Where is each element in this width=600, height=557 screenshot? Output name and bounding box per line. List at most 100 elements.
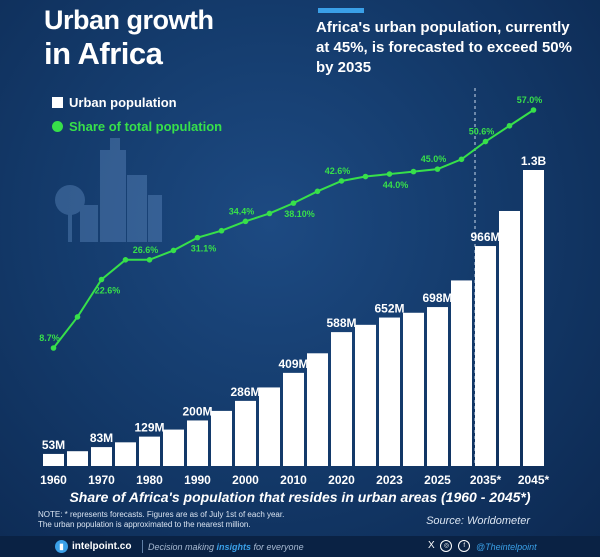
note-line-2: The urban population is approximated to … — [38, 520, 251, 529]
legend-share: Share of total population — [52, 119, 222, 134]
title-line-2: in Africa — [44, 36, 163, 71]
legend-population: Urban population — [52, 95, 177, 110]
population-data-label: 1.3B — [521, 154, 547, 168]
population-data-label: 409M — [278, 357, 308, 371]
footer-bar: ▮ intelpoint.co Decision making insights… — [0, 536, 600, 557]
population-bars — [43, 170, 544, 466]
share-point — [434, 166, 441, 172]
x-tick-label: 2020 — [328, 473, 355, 487]
share-series-points — [50, 107, 537, 351]
share-point — [74, 314, 81, 320]
share-point — [98, 276, 105, 283]
population-data-label: 286M — [230, 385, 260, 399]
share-data-label: 42.6% — [325, 166, 351, 176]
x-icon[interactable]: X — [428, 540, 435, 551]
x-tick-label: 2023 — [376, 473, 403, 487]
population-bar — [379, 317, 400, 466]
share-point — [410, 168, 417, 175]
population-bar — [283, 372, 304, 466]
share-point — [458, 156, 465, 163]
share-point — [122, 256, 129, 263]
share-point — [290, 200, 297, 206]
population-bar — [211, 410, 232, 466]
population-data-label: 129M — [134, 421, 164, 435]
share-data-label: 45.0% — [421, 154, 447, 164]
population-data-label: 200M — [182, 404, 212, 418]
share-point — [482, 138, 489, 145]
share-point — [506, 122, 513, 129]
note-line-1: NOTE: * represents forecasts. Figures ar… — [38, 510, 285, 519]
tagline-emphasis: insights — [216, 542, 252, 552]
share-data-label: 50.6% — [469, 127, 495, 137]
population-bar — [91, 447, 112, 466]
share-point — [218, 227, 225, 234]
population-bar — [427, 307, 448, 466]
share-point — [170, 247, 177, 254]
tagline-pre: Decision making — [148, 542, 217, 552]
population-data-label: 83M — [90, 431, 113, 445]
population-bar — [331, 332, 352, 466]
population-data-label: 53M — [42, 438, 65, 452]
population-bar — [235, 400, 256, 466]
share-data-label: 44.0% — [383, 180, 409, 190]
social-handle[interactable]: @Theintelpoint — [476, 542, 537, 552]
x-tick-label: 1990 — [184, 473, 211, 487]
brand-logo-icon: ▮ — [55, 540, 68, 553]
population-data-label: 652M — [374, 302, 404, 316]
x-tick-label: 2035* — [470, 473, 502, 487]
headline: Africa's urban population, currently at … — [316, 19, 572, 76]
x-tick-label: 1960 — [40, 473, 67, 487]
share-point — [194, 234, 201, 241]
page-title: Urban growth in Africa — [44, 4, 284, 70]
population-data-label: 588M — [326, 316, 356, 330]
share-data-label: 22.6% — [95, 286, 121, 296]
share-point — [338, 178, 345, 184]
population-bar — [475, 246, 496, 466]
social-icons: X ◎ f — [428, 540, 473, 552]
share-data-labels: 8.7% 22.6% 26.6% 31.1% 34.4% 38.10% 42.6% 44.0%… — [39, 95, 542, 343]
population-data-labels: 53M 83M 129M 200M 286M 409M 588M 652M 698M 966M 1.… — [42, 154, 547, 452]
population-bar — [43, 453, 64, 466]
population-bar — [139, 436, 160, 466]
x-tick-label: 2045* — [518, 473, 550, 487]
share-point — [314, 188, 321, 195]
population-bar — [115, 442, 136, 466]
share-point — [242, 218, 249, 225]
source-note: Source: Worldometer — [426, 515, 530, 527]
x-axis-ticks: 1960 1970 1980 1990 2000 2010 2020 2023 2025 2035… — [40, 473, 549, 487]
x-tick-label: 2025 — [424, 473, 451, 487]
share-point — [146, 256, 153, 263]
chart-subtitle: Share of Africa's population that reside… — [69, 489, 531, 505]
brand-name[interactable]: intelpoint.co — [72, 541, 132, 552]
x-tick-label: 2000 — [232, 473, 259, 487]
x-tick-label: 1970 — [88, 473, 115, 487]
share-point — [50, 345, 57, 351]
population-bar — [163, 429, 184, 466]
instagram-icon[interactable]: ◎ — [440, 540, 453, 552]
x-tick-label: 2010 — [280, 473, 307, 487]
share-data-label: 57.0% — [517, 95, 543, 105]
city-skyline-illustration — [55, 138, 162, 242]
share-data-label: 8.7% — [39, 333, 60, 343]
legend-population-label: Urban population — [69, 95, 177, 110]
share-point — [530, 107, 537, 113]
share-data-label: 31.1% — [191, 244, 217, 254]
accent-bar — [318, 8, 364, 13]
tagline-post: for everyone — [251, 542, 304, 552]
population-bar — [355, 324, 376, 466]
population-bar — [499, 210, 520, 466]
population-bar — [259, 387, 280, 466]
footer-divider — [142, 540, 143, 553]
brand-tagline: Decision making insights for everyone — [148, 542, 304, 552]
legend-share-label: Share of total population — [69, 119, 223, 134]
share-data-label: 26.6% — [133, 245, 159, 255]
title-line-1: Urban growth — [44, 5, 214, 35]
facebook-icon[interactable]: f — [458, 540, 471, 552]
population-bar — [187, 420, 208, 466]
population-bar — [67, 451, 88, 466]
legend-dot-swatch — [52, 121, 63, 132]
share-data-label: 38.10% — [284, 209, 315, 219]
share-data-label: 34.4% — [229, 206, 255, 216]
population-data-label: 966M — [470, 230, 500, 244]
